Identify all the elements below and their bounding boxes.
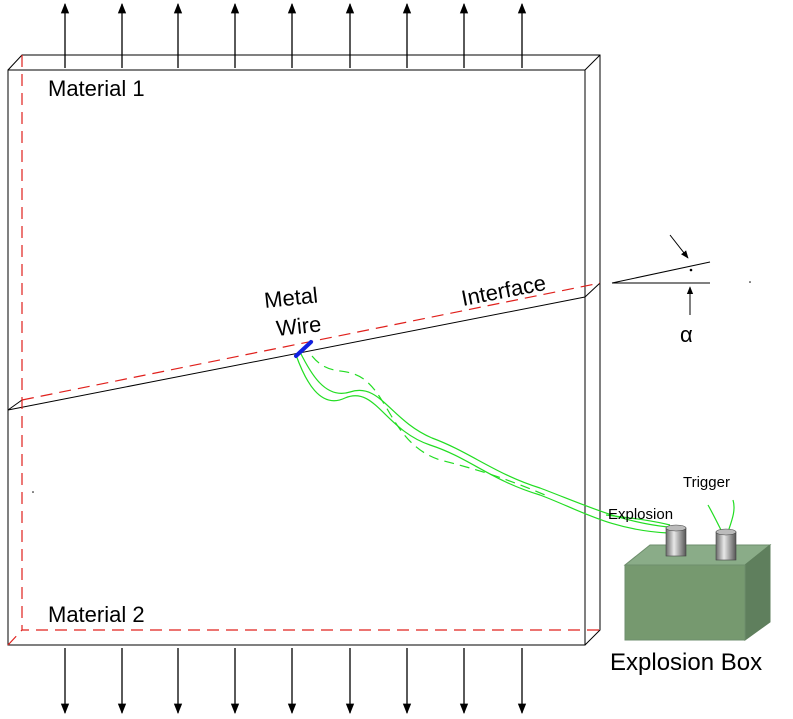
- trigger-label: Trigger: [683, 474, 730, 491]
- metal-label: Metal: [263, 282, 319, 312]
- dot: [749, 281, 751, 283]
- arrows-top: [60, 2, 527, 68]
- metal-wire: [294, 340, 313, 358]
- arrows-bottom: [60, 648, 527, 715]
- explosion-label: Explosion: [608, 506, 673, 523]
- wire-label: Wire: [275, 311, 323, 341]
- material-1-label: Material 1: [48, 76, 145, 101]
- explosion-box-label: Explosion Box: [610, 649, 762, 676]
- material-2-label: Material 2: [48, 602, 145, 627]
- alpha-label: α: [680, 322, 693, 347]
- dot: [32, 491, 34, 493]
- wires: [295, 351, 735, 534]
- explosion-box: [623, 524, 772, 641]
- angle-marker: [611, 234, 711, 315]
- interface-label: Interface: [459, 270, 548, 311]
